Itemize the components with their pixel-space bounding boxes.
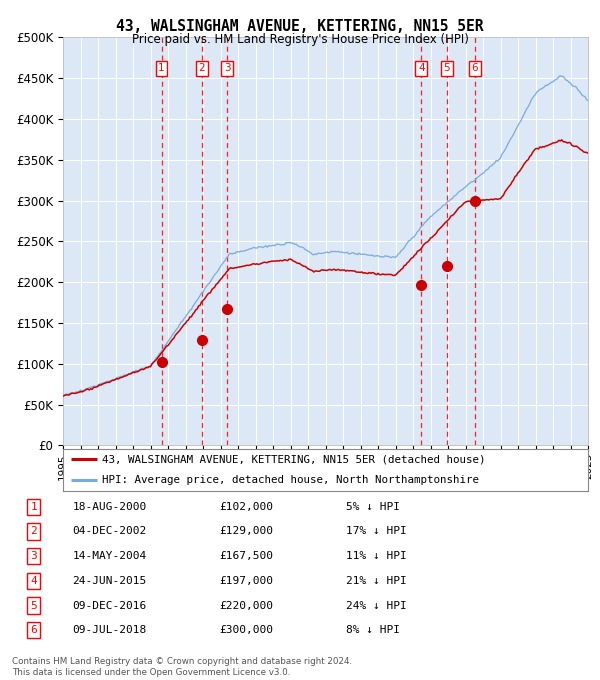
Text: 1: 1 [158,63,165,73]
Text: 5% ↓ HPI: 5% ↓ HPI [346,502,400,512]
Text: 5: 5 [31,600,37,611]
Text: 1: 1 [31,502,37,512]
Text: HPI: Average price, detached house, North Northamptonshire: HPI: Average price, detached house, Nort… [103,475,479,486]
Text: £197,000: £197,000 [220,576,274,586]
Text: 43, WALSINGHAM AVENUE, KETTERING, NN15 5ER: 43, WALSINGHAM AVENUE, KETTERING, NN15 5… [116,19,484,34]
Text: 09-JUL-2018: 09-JUL-2018 [73,625,147,635]
Text: £167,500: £167,500 [220,551,274,561]
Text: 6: 6 [471,63,478,73]
Text: 21% ↓ HPI: 21% ↓ HPI [346,576,407,586]
Text: 04-DEC-2002: 04-DEC-2002 [73,526,147,537]
Text: 14-MAY-2004: 14-MAY-2004 [73,551,147,561]
Text: £220,000: £220,000 [220,600,274,611]
Text: 18-AUG-2000: 18-AUG-2000 [73,502,147,512]
Text: 24-JUN-2015: 24-JUN-2015 [73,576,147,586]
Text: £129,000: £129,000 [220,526,274,537]
Text: Contains HM Land Registry data © Crown copyright and database right 2024.
This d: Contains HM Land Registry data © Crown c… [12,657,352,677]
Text: £300,000: £300,000 [220,625,274,635]
Text: Price paid vs. HM Land Registry's House Price Index (HPI): Price paid vs. HM Land Registry's House … [131,33,469,46]
Text: 4: 4 [31,576,37,586]
Text: 2: 2 [198,63,205,73]
Text: 6: 6 [31,625,37,635]
Text: 17% ↓ HPI: 17% ↓ HPI [346,526,407,537]
Text: 3: 3 [224,63,230,73]
Text: 2: 2 [31,526,37,537]
Text: 4: 4 [418,63,425,73]
Text: 43, WALSINGHAM AVENUE, KETTERING, NN15 5ER (detached house): 43, WALSINGHAM AVENUE, KETTERING, NN15 5… [103,454,486,464]
Text: 09-DEC-2016: 09-DEC-2016 [73,600,147,611]
Text: 5: 5 [443,63,450,73]
Text: 11% ↓ HPI: 11% ↓ HPI [346,551,407,561]
Text: 3: 3 [31,551,37,561]
Text: 8% ↓ HPI: 8% ↓ HPI [346,625,400,635]
Text: 24% ↓ HPI: 24% ↓ HPI [346,600,407,611]
Text: £102,000: £102,000 [220,502,274,512]
